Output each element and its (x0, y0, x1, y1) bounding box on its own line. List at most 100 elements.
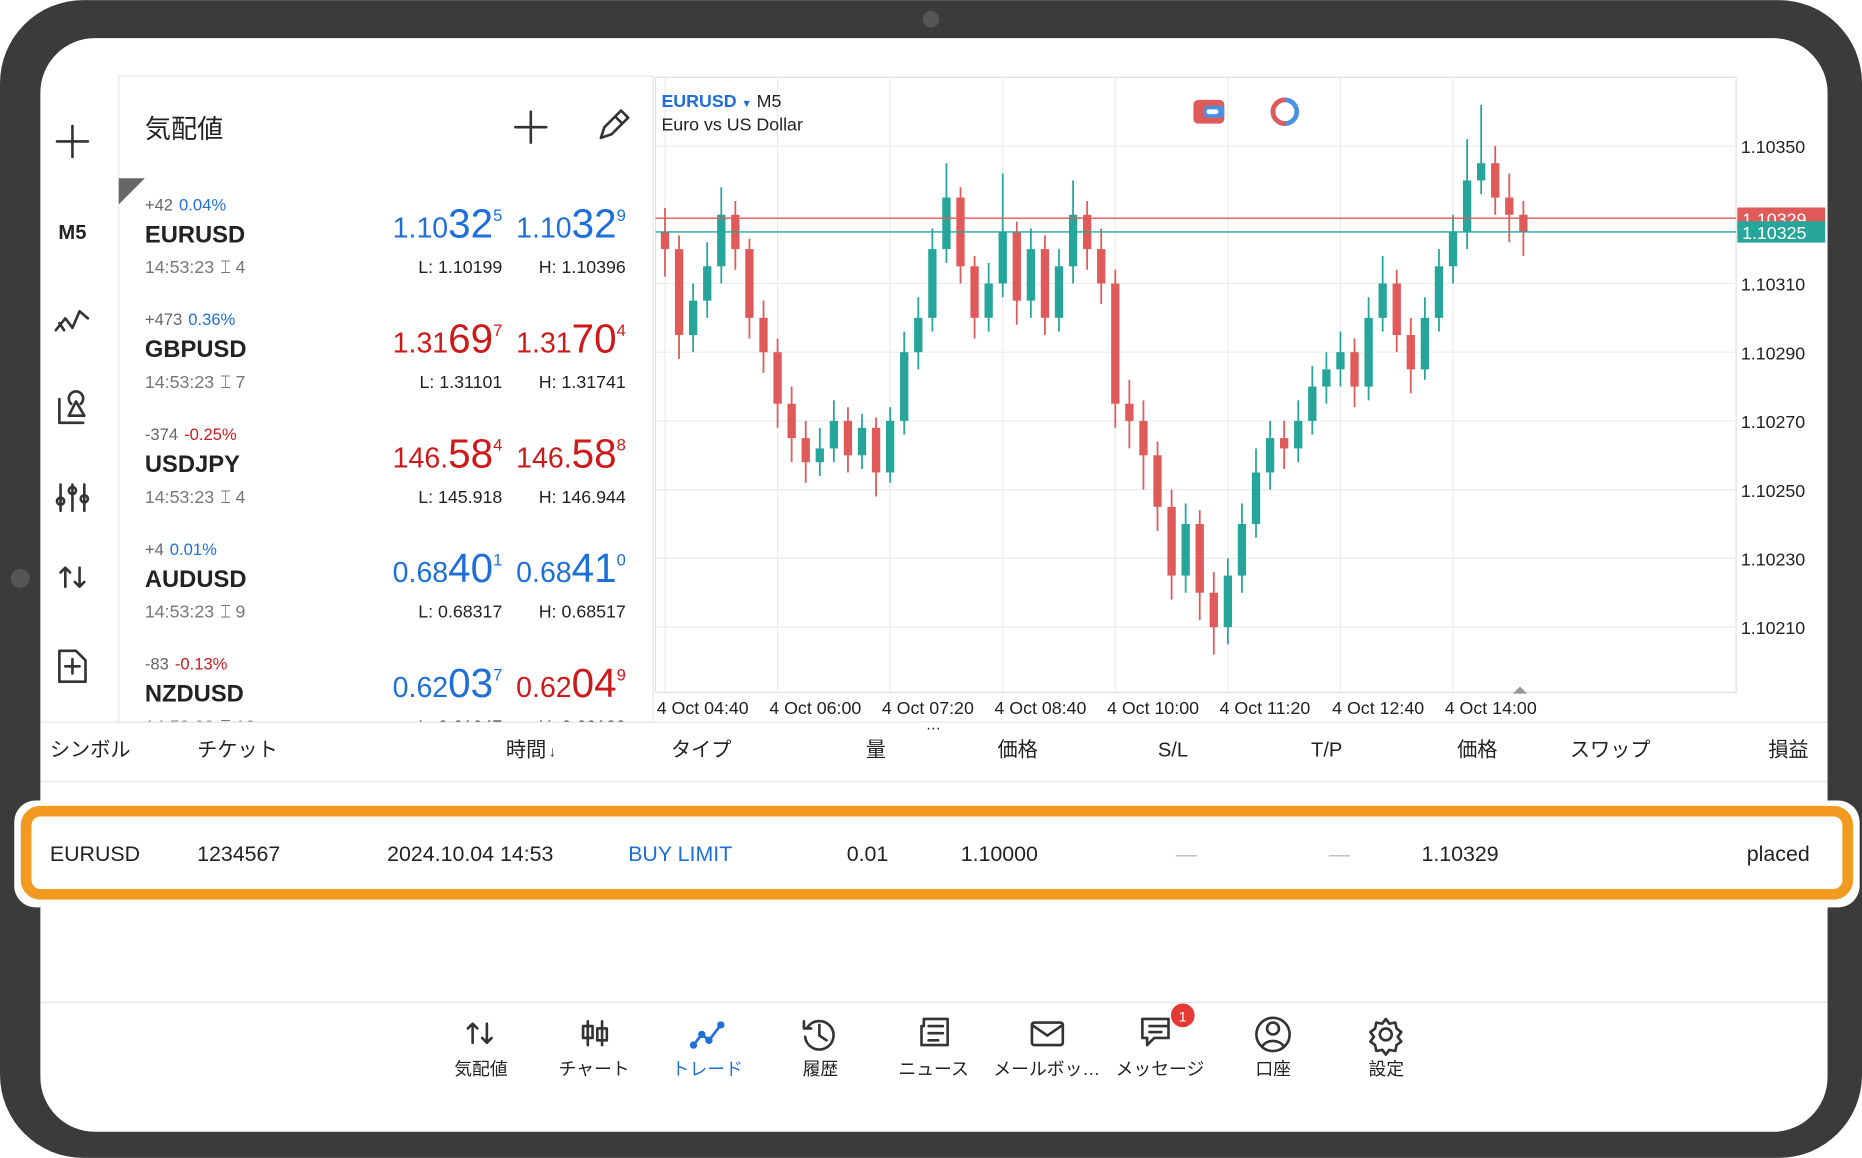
ask-pip: 0 (617, 550, 626, 569)
symbol: EURUSD (145, 221, 245, 248)
spread-icon: ⌶ (220, 257, 231, 277)
column-header[interactable]: シンボル (50, 739, 131, 762)
candle-body (1125, 403, 1134, 421)
candle-body (1181, 524, 1190, 576)
nav-label[interactable]: メッセージ (1116, 1059, 1205, 1079)
settings-tool[interactable] (55, 483, 90, 513)
spread-icon: ⌶ (220, 717, 231, 737)
sort-arrow: ↓ (549, 745, 556, 761)
nav-label[interactable]: 口座 (1255, 1059, 1291, 1079)
candles (660, 104, 1528, 655)
bid-pip: 5 (493, 206, 502, 225)
new-order-tool[interactable] (58, 649, 87, 684)
column-header[interactable]: T/P (1311, 740, 1342, 762)
nav-icon (1369, 1017, 1403, 1056)
add-symbol[interactable] (514, 110, 548, 144)
column-header[interactable]: S/L (1158, 740, 1188, 762)
ask-prefix: 1.10 (516, 213, 571, 245)
candle-body (1294, 420, 1303, 449)
quote-row[interactable]: -83-0.13%NZDUSD14:53:23⌶100.620370.62049… (145, 655, 626, 737)
candle-body (1026, 249, 1036, 301)
time: 14:53:23 (145, 487, 214, 507)
price-tag (1737, 221, 1826, 243)
y-tick-label: 1.10290 (1741, 343, 1805, 363)
column-header[interactable]: タイプ (671, 739, 732, 762)
quote-time: 14:53:23 ⌶ 4 (145, 257, 246, 277)
bid-pip: 7 (493, 321, 502, 340)
candle-body (970, 266, 979, 318)
column-header[interactable]: 時間 (506, 739, 546, 762)
nav-label[interactable]: 設定 (1368, 1059, 1404, 1079)
ask-prefix: 146. (516, 442, 571, 474)
change-points: +4 (145, 540, 164, 559)
candle-body (1237, 524, 1247, 576)
bid-price: 1.31697 (393, 315, 503, 361)
candle-body (1462, 180, 1472, 232)
timeframe-button[interactable]: M5 (58, 222, 86, 244)
column-header[interactable]: 価格 (1457, 739, 1497, 762)
chart-timeframe: M5 (757, 91, 782, 111)
bid-pip: 7 (493, 665, 502, 684)
candle-body (1111, 283, 1120, 404)
crosshair-tool[interactable] (55, 124, 90, 159)
edit-list[interactable] (599, 109, 630, 140)
bid-prefix: 0.62 (393, 672, 448, 704)
objects-tool[interactable] (58, 390, 86, 425)
candle-body (1209, 592, 1218, 628)
high: H: 1.31741 (539, 372, 626, 392)
column-header[interactable]: 量 (866, 740, 886, 762)
one-click-icons[interactable] (1193, 97, 1300, 126)
ask-price: 0.68410 (516, 545, 626, 591)
nav-label[interactable]: 履歴 (803, 1059, 839, 1079)
time: 14:53:23 (145, 602, 214, 622)
candle-body (1420, 317, 1430, 370)
cell: — (1176, 842, 1198, 866)
candle-body (914, 317, 923, 353)
corner-marker (118, 178, 145, 205)
indicator-tool[interactable] (54, 309, 90, 332)
ask-price: 1.31704 (516, 315, 626, 361)
camera (922, 10, 940, 28)
time: 14:53:23 (145, 717, 214, 737)
bid-big: 69 (448, 315, 493, 361)
candle-body (1265, 438, 1275, 473)
order-row[interactable]: EURUSD 1234567 2024.10.04 14:53 BUY LIMIT 0.… (50, 842, 1810, 866)
candle-body (801, 438, 810, 463)
ask-big: 58 (572, 430, 617, 476)
cell: — (1329, 842, 1351, 866)
bid-prefix: 0.68 (393, 557, 448, 589)
nav-label[interactable]: ニュース (898, 1059, 968, 1079)
candle-body (1350, 352, 1359, 387)
change-percent: 0.04% (179, 195, 226, 214)
y-tick-label: 1.10250 (1741, 481, 1805, 501)
column-header[interactable]: スワップ (1570, 740, 1651, 762)
nav-label[interactable]: 気配値 (454, 1059, 508, 1079)
cell: EURUSD (50, 842, 140, 866)
trade-tool[interactable] (59, 566, 86, 589)
ask-big: 70 (572, 315, 617, 361)
candle-body (1054, 266, 1064, 318)
nav-label[interactable]: チャート (559, 1059, 630, 1079)
nav-label[interactable]: メールボッ… (993, 1059, 1100, 1079)
column-header[interactable]: チケット (197, 740, 278, 762)
nav-label[interactable]: トレード (672, 1059, 743, 1079)
candle-body (942, 197, 951, 250)
splitter-handle-h[interactable]: ⋯ (926, 721, 940, 737)
ask-price: 1.10329 (516, 201, 626, 247)
change-percent: -0.13% (175, 655, 228, 674)
high: H: 1.10396 (539, 257, 626, 277)
column-header[interactable]: 損益 (1768, 739, 1808, 762)
x-tick-label: 4 Oct 07:20 (882, 698, 974, 718)
candle-body (885, 420, 895, 473)
candle-body (1505, 197, 1514, 215)
high: H: 0.62120 (539, 717, 626, 737)
column-header[interactable]: 価格 (998, 739, 1038, 762)
candle-body (1322, 369, 1331, 387)
high: H: 146.944 (539, 487, 626, 507)
chart-header: EURUSD ▼ M5 (661, 91, 781, 111)
